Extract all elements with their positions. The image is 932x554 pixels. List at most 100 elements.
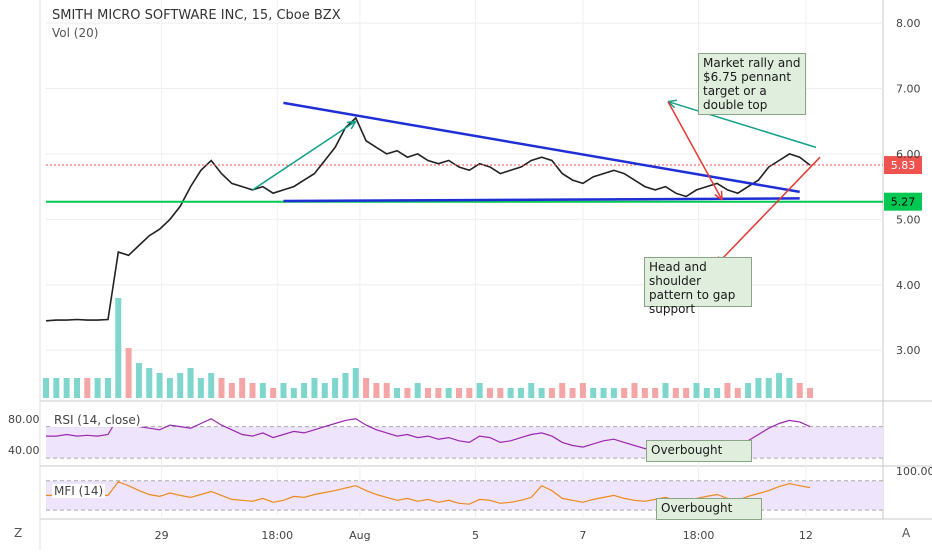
volume-bar <box>321 383 328 398</box>
volume-bar <box>404 388 411 398</box>
volume-bar <box>270 388 277 398</box>
volume-bar <box>218 378 225 398</box>
volume-bar <box>249 383 256 398</box>
volume-bar <box>425 388 432 398</box>
rsi-tick-label: 40.00 <box>8 444 40 457</box>
volume-bar <box>528 383 535 398</box>
time-tick-label: 29 <box>155 529 169 542</box>
volume-bar <box>631 383 638 398</box>
volume-bar <box>115 298 122 398</box>
volume-bar <box>559 383 566 398</box>
breakout-arrow-left-head <box>346 120 357 130</box>
mfi-overbought-note[interactable]: Overbought <box>656 498 762 520</box>
volume-bar <box>94 378 101 398</box>
price-tick-label: 3.00 <box>896 344 921 357</box>
mfi-tick-label: 100.00 <box>896 465 932 478</box>
rsi-label: RSI (14, close) <box>52 413 143 427</box>
volume-bar <box>435 388 442 398</box>
volume-bar <box>641 388 648 398</box>
time-tick-label: Aug <box>349 529 370 542</box>
volume-bar <box>765 378 772 398</box>
volume-label: Vol (20) <box>52 26 99 40</box>
volume-bar <box>332 378 339 398</box>
volume-bar <box>755 378 762 398</box>
volume-bar <box>414 383 421 398</box>
volume-bar <box>807 388 814 398</box>
volume-bar <box>239 378 246 398</box>
rsi-band <box>46 426 883 459</box>
volume-bar <box>394 388 401 398</box>
price-tick-label: 6.00 <box>896 148 921 161</box>
volume-bar <box>84 378 91 398</box>
volume-bar <box>579 383 586 398</box>
volume-bar <box>734 388 741 398</box>
time-tick-label: 18:00 <box>261 529 293 542</box>
volume-bar <box>724 383 731 398</box>
volume-bar <box>187 368 194 398</box>
head-shoulder-arrow <box>715 156 821 266</box>
zoom-z-button[interactable]: Z <box>14 526 23 540</box>
volume-bar <box>476 383 483 398</box>
current-price-badge <box>884 156 922 175</box>
volume-bar <box>672 388 679 398</box>
volume-bar <box>177 373 184 398</box>
volume-bar <box>456 388 462 398</box>
price-series-line <box>45 116 811 322</box>
volume-bar <box>146 368 153 398</box>
time-tick-label: 18:00 <box>683 529 715 542</box>
target-arrow-up <box>667 100 817 149</box>
volume-bar <box>135 363 142 398</box>
time-tick-label: 5 <box>472 529 479 542</box>
volume-bar <box>652 388 659 398</box>
auto-scale-a-button[interactable]: A <box>902 526 911 540</box>
volume-bar <box>538 388 545 398</box>
volume-bar <box>714 388 721 398</box>
time-tick-label: 7 <box>579 529 586 542</box>
price-tick-label: 4.00 <box>896 279 921 292</box>
volume-bar <box>383 383 390 398</box>
volume-bar <box>590 388 597 398</box>
price-tick-label: 5.00 <box>896 213 921 226</box>
volume-bar <box>259 383 266 398</box>
volume-bar <box>197 378 204 398</box>
volume-bar <box>104 378 111 398</box>
volume-bar <box>311 378 318 398</box>
volume-bar <box>569 388 576 398</box>
annotation-lower[interactable]: Head and shoulder pattern to gap support <box>644 257 752 316</box>
volume-bar <box>466 388 473 398</box>
price-tick-label: 7.00 <box>896 83 921 96</box>
volume-bar <box>73 378 80 398</box>
volume-bar <box>703 388 710 398</box>
current-price-label: 5.83 <box>891 159 916 172</box>
volume-bar <box>166 378 173 398</box>
volume-bar <box>497 388 504 398</box>
volume-bar <box>228 383 235 398</box>
chart-title: SMITH MICRO SOFTWARE INC, 15, Cboe BZX <box>52 8 341 23</box>
volume-bar <box>693 383 700 398</box>
time-tick-label: 12 <box>799 529 813 542</box>
volume-bar <box>301 383 308 398</box>
volume-bar <box>507 388 514 398</box>
price-tick-label: 8.00 <box>896 17 921 30</box>
rsi-overbought-note[interactable]: Overbought <box>646 440 752 462</box>
volume-bar <box>290 388 297 398</box>
volume-bar <box>621 388 628 398</box>
volume-bar <box>208 373 215 398</box>
volume-bar <box>363 378 370 398</box>
volume-bar <box>517 388 524 398</box>
volume-bar <box>486 388 493 398</box>
volume-bar <box>745 383 752 398</box>
volume-bar <box>445 388 452 398</box>
volume-bar <box>786 378 793 398</box>
breakout-arrow-left <box>252 120 357 191</box>
support-price-label: 5.27 <box>891 196 916 209</box>
volume-bar <box>776 373 783 398</box>
volume-bar <box>662 383 669 398</box>
rsi-tick-label: 80.00 <box>8 413 40 426</box>
volume-bar <box>125 348 132 398</box>
volume-bar <box>610 388 617 398</box>
double-top-arrow <box>667 101 723 201</box>
annotation-upper[interactable]: Market rally and $6.75 pennant target or… <box>698 53 806 115</box>
volume-bar <box>600 388 607 398</box>
